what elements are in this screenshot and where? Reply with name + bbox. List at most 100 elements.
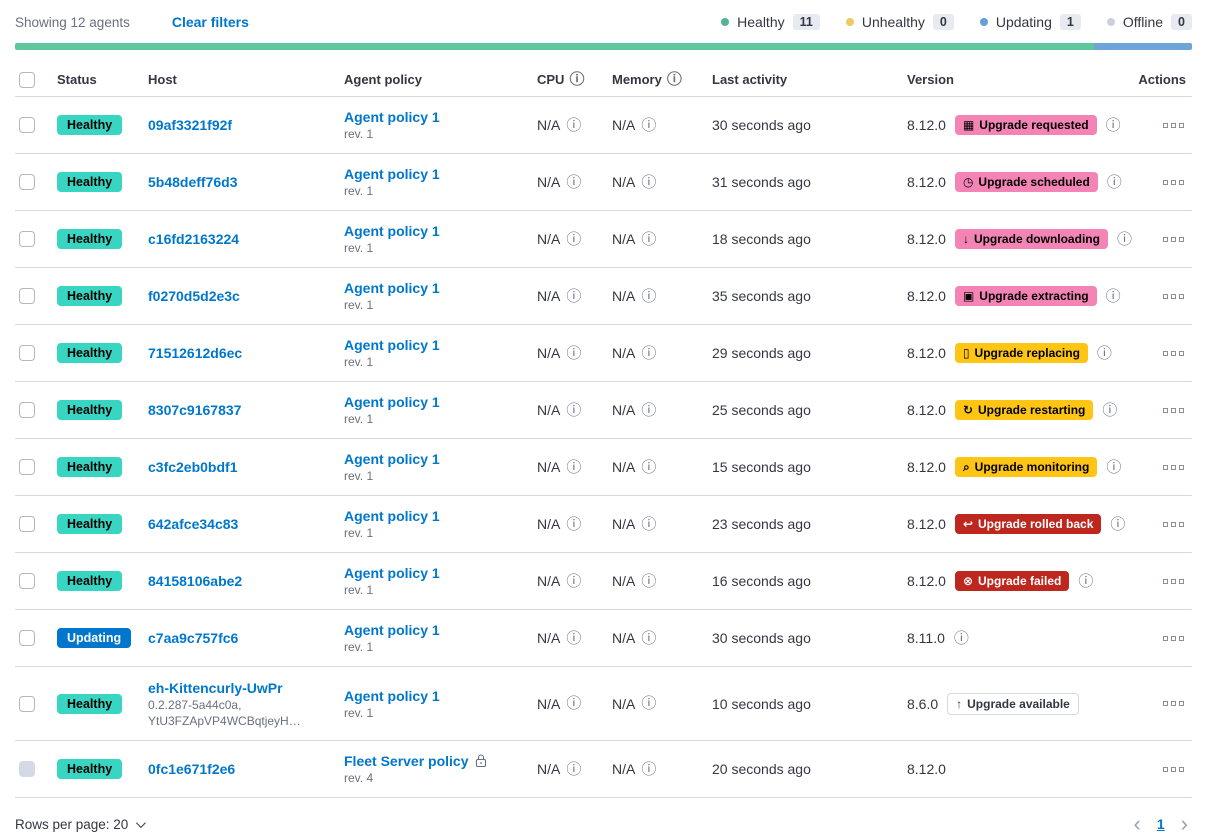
rows-per-page-selector[interactable]: Rows per page: 20 [15,817,147,832]
agent-policy-link[interactable]: Agent policy 1 [344,166,440,182]
info-icon[interactable]: ⓘ [566,230,582,248]
info-icon[interactable]: ⓘ [641,695,657,712]
info-icon[interactable]: ⓘ [566,695,582,712]
info-icon[interactable]: ⓘ [641,287,657,305]
host-link[interactable]: c7aa9c757fc6 [148,630,239,646]
info-icon[interactable]: ⓘ [566,458,582,476]
host-link[interactable]: 84158106abe2 [148,573,243,589]
agent-actions-button[interactable] [1163,402,1192,419]
info-icon[interactable]: ⓘ [641,230,657,248]
info-icon[interactable]: ⓘ [1078,572,1094,590]
agent-policy-link[interactable]: Agent policy 1 [344,508,440,524]
agent-policy-link[interactable]: Agent policy 1 [344,687,440,704]
row-checkbox[interactable] [19,573,35,589]
agent-policy-link[interactable]: Agent policy 1 [344,451,440,467]
info-icon[interactable]: ⓘ [1096,344,1112,362]
legend-count-badge: 0 [1171,14,1192,30]
host-link[interactable]: 8307c9167837 [148,402,242,418]
info-icon[interactable]: ⓘ [1106,458,1122,476]
info-icon[interactable]: ⓘ [1106,173,1122,191]
agent-actions-button[interactable] [1163,174,1192,191]
info-icon[interactable]: ⓘ [566,287,582,305]
agent-actions-button[interactable] [1163,288,1192,305]
agent-policy-link[interactable]: Agent policy 1 [344,223,440,239]
info-icon[interactable]: ⓘ [566,173,582,191]
memory-cell: N/A ⓘ [612,696,712,712]
info-icon[interactable]: ⓘ [566,401,582,419]
policy-revision: rev. 1 [344,640,374,654]
info-icon[interactable]: ⓘ [566,572,582,590]
table-row: Healthy 8307c9167837 Agent policy 1 rev. 1 N… [15,382,1192,439]
select-all-checkbox[interactable] [19,71,35,88]
row-checkbox[interactable] [19,695,35,712]
info-icon[interactable]: ⓘ [641,572,657,590]
row-checkbox[interactable] [19,630,35,646]
info-icon[interactable]: ⓘ [1110,515,1126,533]
host-link[interactable]: 5b48deff76d3 [148,174,238,190]
info-icon[interactable]: ⓘ [641,629,657,647]
info-icon[interactable]: ⓘ [566,515,582,533]
host-link[interactable]: 71512612d6ec [148,345,243,361]
row-checkbox[interactable] [19,345,35,361]
info-icon[interactable]: ⓘ [641,173,657,191]
info-icon[interactable]: ⓘ [641,515,657,533]
row-checkbox[interactable] [19,516,35,532]
info-icon[interactable]: ⓘ [1102,401,1118,419]
info-icon[interactable]: ⓘ [566,344,582,362]
agent-policy-link[interactable]: Agent policy 1 [344,622,440,638]
info-icon[interactable]: ⓘ [566,629,582,647]
agent-policy-link[interactable]: Agent policy 1 [344,394,440,410]
agent-policy-link[interactable]: Agent policy 1 [344,109,440,125]
info-icon[interactable]: ⓘ [1105,287,1121,305]
host-link[interactable]: 642afce34c83 [148,516,239,532]
row-checkbox[interactable] [19,231,35,247]
checkbox-cell [15,761,57,777]
page-number-button[interactable]: 1 [1156,816,1165,832]
info-icon[interactable]: ⓘ [953,629,969,647]
info-icon[interactable]: ⓘ [569,71,585,88]
agent-actions-button[interactable] [1163,761,1192,778]
table-row: Healthy c16fd2163224 Agent policy 1 rev. 1 N… [15,211,1192,268]
return-icon: ↩ [962,517,973,531]
host-link[interactable]: f0270d5d2e3c [148,288,240,304]
info-icon[interactable]: ⓘ [1105,116,1121,134]
agent-policy-link[interactable]: Agent policy 1 [344,565,440,581]
info-icon[interactable]: ⓘ [641,344,657,362]
next-page-button[interactable]: › [1180,811,1188,836]
agent-policy-link[interactable]: Agent policy 1 [344,337,440,353]
agent-actions-button[interactable] [1163,117,1192,134]
host-link[interactable]: c3fc2eb0bdf1 [148,459,238,475]
agent-actions-button[interactable] [1163,516,1192,533]
row-checkbox[interactable] [19,174,35,190]
info-icon[interactable]: ⓘ [1116,230,1132,248]
info-icon[interactable]: ⓘ [641,458,657,476]
host-link[interactable]: c16fd2163224 [148,231,240,247]
previous-page-button[interactable]: ‹ [1133,811,1141,836]
row-checkbox[interactable] [19,402,35,418]
status-cell: Healthy [57,229,148,249]
info-icon[interactable]: ⓘ [641,401,657,419]
host-link[interactable]: 0fc1e671f2e6 [148,761,236,777]
agent-actions-button[interactable] [1163,630,1192,647]
info-icon[interactable]: ⓘ [566,760,582,778]
clear-filters-link[interactable]: Clear filters [171,14,249,30]
checkbox-cell [15,402,57,418]
agent-actions-button[interactable] [1163,695,1192,712]
row-checkbox[interactable] [19,117,35,133]
agent-policy-link[interactable]: Agent policy 1 [344,280,440,296]
info-icon[interactable]: ⓘ [641,760,657,778]
row-checkbox[interactable] [19,288,35,304]
checkbox-cell [15,288,57,304]
info-icon[interactable]: ⓘ [566,116,582,134]
row-checkbox[interactable] [19,459,35,475]
agent-actions-button[interactable] [1163,573,1192,590]
info-icon[interactable]: ⓘ [666,71,682,88]
agent-actions-button[interactable] [1163,345,1192,362]
agent-policy-link[interactable]: Fleet Server policy [344,753,469,769]
host-link[interactable]: eh-Kittencurly-UwPr [148,679,283,696]
host-link[interactable]: 09af3321f92f [148,117,233,133]
info-icon[interactable]: ⓘ [641,116,657,134]
agent-actions-button[interactable] [1163,459,1192,476]
agent-actions-button[interactable] [1163,231,1192,248]
actions-cell [1140,231,1192,248]
